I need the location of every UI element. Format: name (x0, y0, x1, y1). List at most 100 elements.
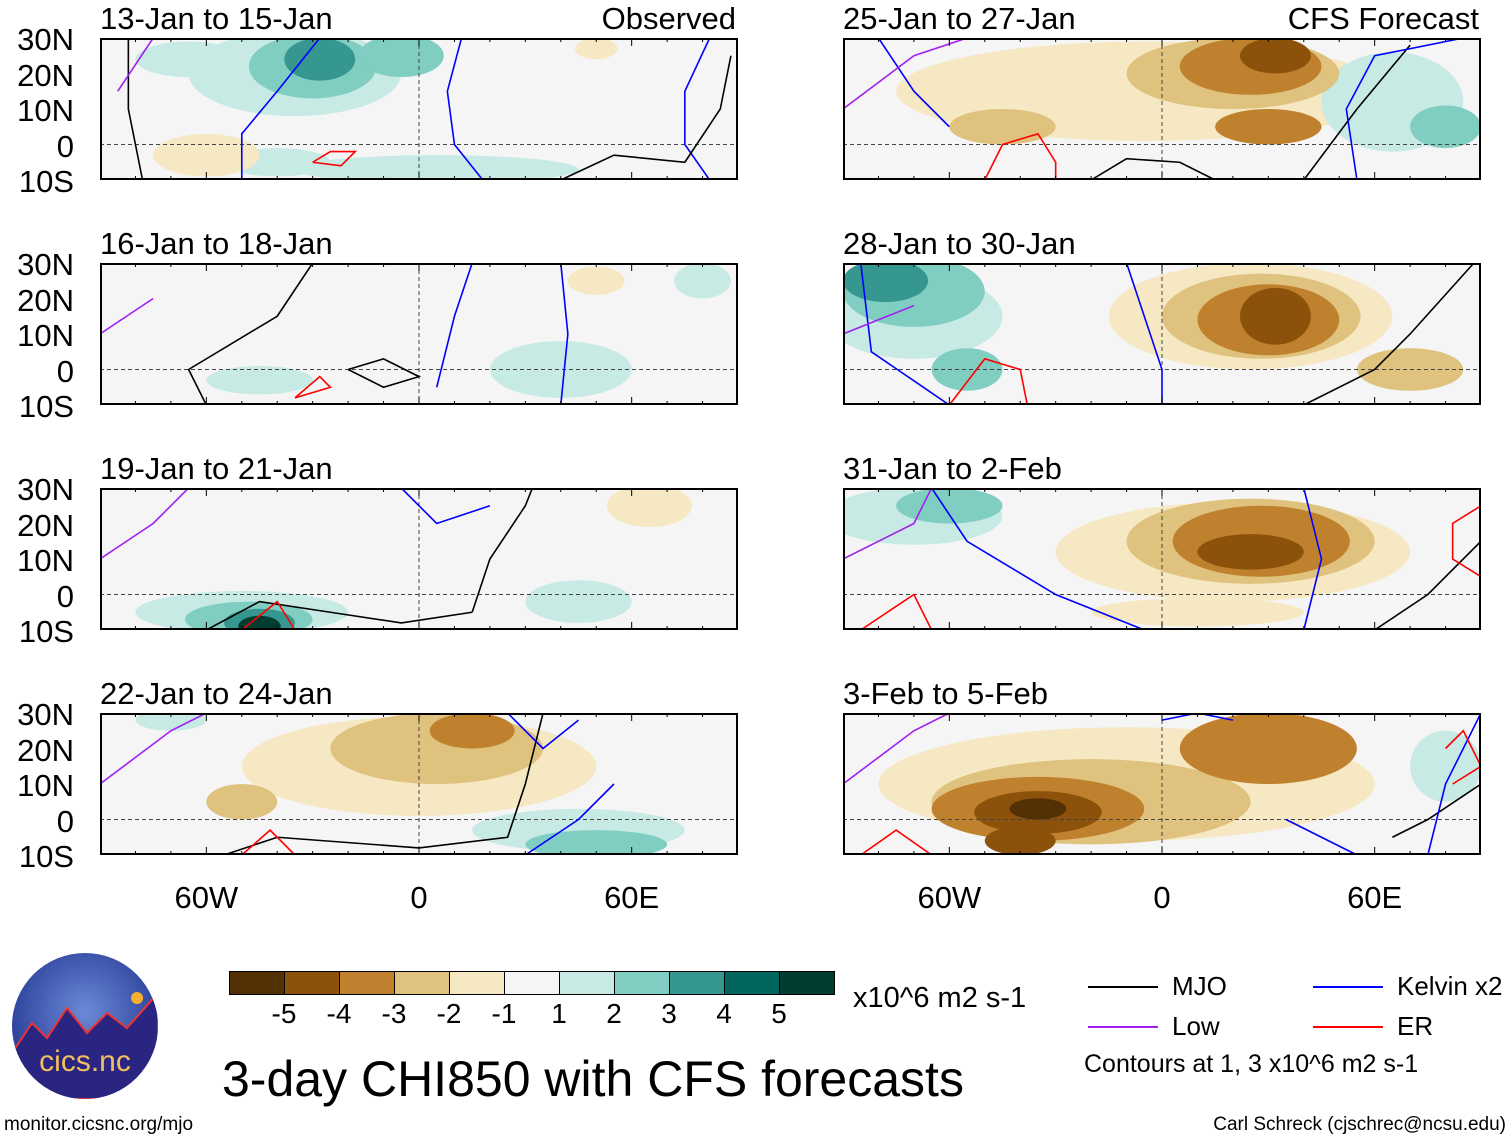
anomaly-shading (574, 38, 618, 60)
wave-contour (100, 488, 190, 560)
lat-label: 30N (17, 22, 74, 57)
wave-contour (1392, 783, 1481, 838)
anomaly-shading (1215, 109, 1322, 145)
anomaly-shading (1239, 38, 1311, 74)
lat-label: 20N (17, 282, 74, 318)
panel-title: 28-Jan to 30-Jan (843, 226, 1076, 261)
wave-contour (524, 783, 615, 855)
lat-label: 20N (17, 57, 74, 93)
colorbar-swatch (615, 972, 670, 994)
legend-line-swatch (1088, 986, 1158, 988)
wave-contour (559, 263, 569, 405)
wave-contour (930, 488, 1145, 630)
legend-label: MJO (1172, 971, 1227, 1001)
wave-contour (240, 38, 321, 180)
panel-title: 22-Jan to 24-Jan (100, 676, 333, 711)
anomaly-shading (1197, 534, 1304, 570)
colorbar-label: 5 (771, 998, 787, 1029)
sun-graphic (131, 992, 143, 1004)
wave-contour (241, 829, 296, 855)
colorbar-swatch (725, 972, 780, 994)
colorbar-label: 1 (551, 998, 567, 1029)
mountain-graphic (12, 991, 158, 1099)
wave-contour (435, 263, 473, 388)
lon-label: 60W (917, 880, 982, 915)
map-panel (843, 488, 1481, 630)
anomaly-shading (1179, 713, 1357, 784)
legend-line-swatch (1313, 1026, 1383, 1028)
wave-contour (400, 488, 491, 525)
units-label: x10^6 m2 s-1 (853, 982, 1027, 1014)
anomaly-shading (1009, 798, 1067, 820)
panel-source-label: Observed (601, 1, 736, 36)
lat-label: 30N (17, 247, 74, 282)
colorbar-label: -2 (436, 998, 462, 1029)
legend-label: Low (1172, 1011, 1220, 1041)
wave-contour (507, 713, 580, 750)
wave-contour (860, 593, 933, 630)
lat-label: 10S (18, 839, 74, 874)
footer-url: monitor.cicsnc.org/mjo (4, 1114, 194, 1135)
cics-logo: cics.nc (12, 953, 158, 1099)
colorbar-swatch (340, 972, 395, 994)
wave-contour (1303, 44, 1411, 180)
lat-label: 10N (17, 543, 74, 578)
colorbar-label: 2 (606, 998, 622, 1029)
panel-title: 16-Jan to 18-Jan (100, 226, 333, 261)
map-panel (100, 38, 738, 180)
colorbar-swatch (285, 972, 340, 994)
wave-contour (1444, 729, 1481, 785)
wave-contour (859, 263, 950, 405)
colorbar-label: -3 (381, 998, 407, 1029)
colorbar-label: -1 (491, 998, 517, 1029)
wave-contour (843, 713, 950, 785)
wave-contour (294, 375, 332, 399)
colorbar-label: -4 (326, 998, 352, 1029)
lon-label: 0 (1153, 880, 1171, 915)
wave-contour (117, 38, 154, 92)
lon-label: 60E (1347, 880, 1403, 915)
colorbar-swatch (505, 972, 560, 994)
colorbar-swatch (395, 972, 450, 994)
map-panel (100, 713, 738, 855)
anomaly-shading (284, 38, 356, 81)
colorbar-label: -5 (271, 998, 297, 1029)
anomaly-shading (984, 826, 1056, 855)
figure-title: 3-day CHI850 with CFS forecasts (222, 1051, 964, 1107)
wave-contour (860, 829, 933, 855)
wave-contour (984, 132, 1057, 180)
wave-contour (446, 38, 484, 180)
wave-contour (1285, 818, 1358, 855)
panel-title: 3-Feb to 5-Feb (843, 676, 1049, 711)
anomaly-shading (606, 488, 692, 528)
wave-contour (1303, 488, 1323, 630)
anomaly-shading (1239, 287, 1311, 345)
wave-contour (1345, 38, 1464, 180)
panel-title: 31-Jan to 2-Feb (843, 451, 1062, 486)
wave-contour (877, 38, 950, 128)
anomaly-shading (153, 133, 260, 177)
lat-label: 20N (17, 507, 74, 543)
anomaly-shading (525, 580, 632, 623)
lat-label: 30N (17, 472, 74, 507)
wave-contour (1451, 505, 1481, 578)
lat-label: 10S (18, 164, 74, 199)
anomaly-shading (206, 365, 313, 395)
wave-contour (1161, 713, 1234, 721)
wave-contour (560, 55, 732, 180)
anomaly-shading (896, 488, 1003, 524)
colorbar-swatch (670, 972, 725, 994)
colorbar-swatch (230, 972, 285, 994)
colorbar-swatch (780, 972, 834, 994)
wave-contour (127, 38, 144, 180)
lat-label: 0 (56, 128, 74, 164)
anomaly-shading (429, 713, 515, 749)
wave-contour (187, 263, 314, 405)
lon-label: 0 (410, 880, 428, 915)
wave-contour (100, 713, 207, 785)
panel-title: 19-Jan to 21-Jan (100, 451, 333, 486)
anomaly-shading (949, 109, 1056, 145)
lon-label: 60E (604, 880, 660, 915)
lat-label: 20N (17, 732, 74, 768)
wave-contour (1427, 713, 1481, 855)
